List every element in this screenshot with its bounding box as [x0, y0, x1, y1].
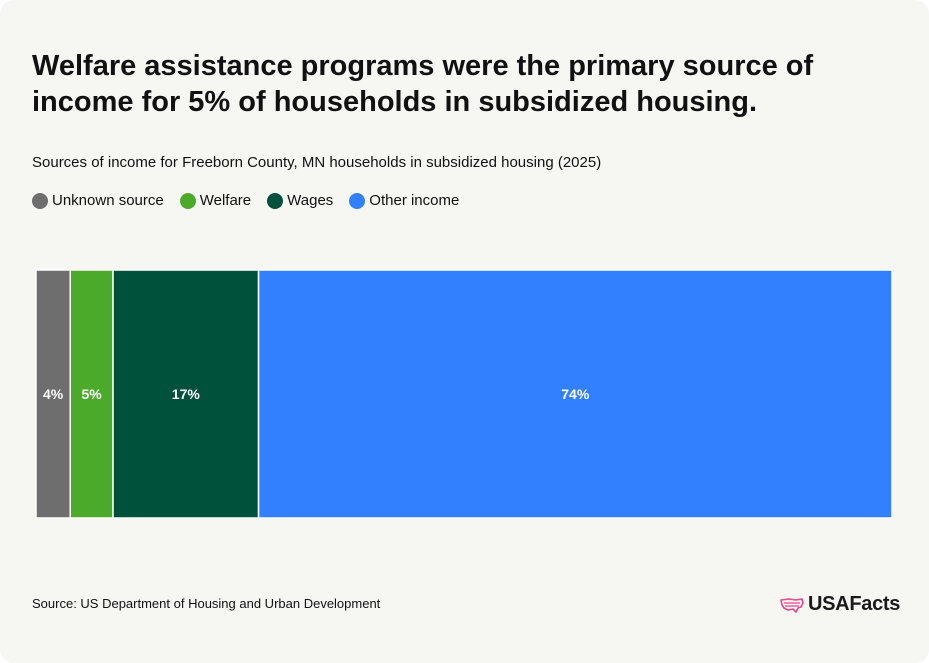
bar-label-unknown-source: 4%: [43, 386, 64, 402]
legend-label: Unknown source: [52, 192, 164, 209]
bar-label-other-income: 74%: [561, 386, 590, 402]
bar-label-welfare: 5%: [82, 386, 103, 402]
legend-swatch: [267, 192, 284, 209]
legend-item-wages: Wages: [267, 192, 333, 209]
usafacts-logo: USAFacts: [780, 593, 900, 616]
bar-segment-other-income: [257, 269, 893, 519]
legend-label: Wages: [287, 192, 334, 209]
bar-segment-wages: [112, 269, 260, 519]
legend-item-unknown-source: Unknown source: [32, 192, 164, 209]
legend: Unknown source Welfare Wages Other income: [32, 192, 475, 209]
legend-label: Welfare: [199, 192, 252, 209]
legend-swatch: [32, 192, 48, 209]
logo-text: USAFacts: [808, 593, 901, 615]
chart-title: Welfare assistance programs were the pri…: [32, 50, 814, 118]
usa-map-icon: [780, 597, 804, 613]
legend-label: Other income: [369, 192, 460, 209]
bar-label-wages: 17%: [172, 386, 201, 402]
legend-swatch: [179, 192, 196, 209]
source-note: Source: US Department of Housing and Urb…: [32, 596, 381, 611]
chart-subtitle: Sources of income for Freeborn County, M…: [32, 154, 602, 171]
legend-swatch: [349, 192, 366, 209]
legend-item-other-income: Other income: [349, 192, 459, 209]
legend-item-welfare: Welfare: [179, 192, 252, 209]
